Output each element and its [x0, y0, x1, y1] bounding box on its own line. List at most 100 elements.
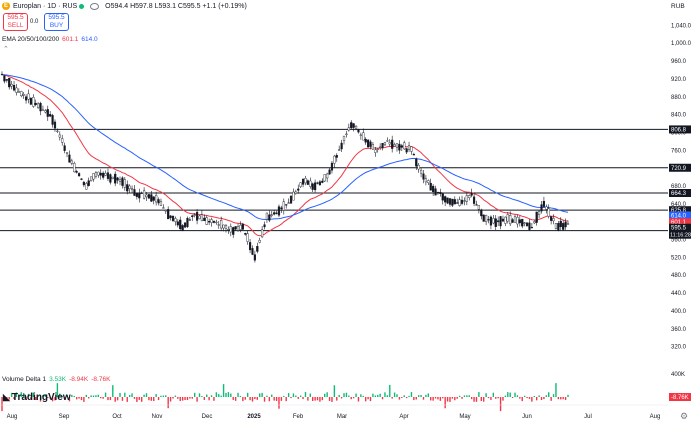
candle-body	[393, 144, 396, 147]
candle-body	[501, 218, 505, 222]
sell-button[interactable]: 595.5 SELL	[3, 13, 28, 31]
candle-body	[342, 135, 346, 141]
volume-bar	[155, 394, 157, 397]
symbol-title[interactable]: Europlan · 1D · RUS	[13, 2, 78, 10]
price-tag-label: 614.0	[671, 213, 687, 219]
volume-bar	[490, 397, 492, 400]
candle-body	[116, 177, 119, 181]
candle-body	[186, 218, 189, 227]
volume-bar	[128, 395, 131, 397]
eye-icon[interactable]	[90, 2, 100, 10]
volume-bar	[15, 392, 18, 397]
candle-body	[391, 139, 394, 149]
volume-bar	[169, 397, 172, 402]
candle-body	[159, 201, 163, 206]
candle-body	[419, 170, 423, 174]
candle-body	[208, 221, 211, 223]
volume-bar	[85, 394, 87, 397]
time-tick-label: Jul	[584, 414, 592, 420]
candle-body	[468, 195, 471, 198]
level-tag	[669, 206, 691, 215]
volume-bar	[251, 397, 254, 402]
volume-bar	[230, 393, 232, 397]
volume-bar	[100, 397, 102, 399]
currency-label[interactable]: RUB	[671, 3, 685, 10]
candle-body	[265, 212, 269, 220]
volume-bar	[410, 392, 413, 397]
volume-bar	[121, 397, 124, 401]
candle-body	[381, 143, 384, 148]
candle-body	[400, 145, 403, 148]
volume-bar	[343, 393, 345, 397]
volume-bar	[153, 397, 155, 402]
candle-body	[8, 77, 11, 88]
candle-body	[20, 91, 23, 97]
candle-body	[176, 221, 179, 226]
volume-bar	[340, 397, 343, 399]
tradingview-icon: ◣	[3, 392, 10, 402]
volume-bar	[1, 397, 3, 412]
volume-bar	[504, 395, 507, 397]
candle-body	[407, 145, 411, 150]
time-tick-label: Mar	[337, 414, 347, 420]
volume-bar	[179, 397, 181, 402]
volume-bar	[143, 394, 145, 397]
volume-bar	[268, 397, 271, 402]
candle-body	[82, 181, 85, 186]
volume-bar	[374, 395, 377, 397]
ema-fast-line	[1, 74, 569, 237]
volume-bar	[261, 392, 263, 397]
volume-bar	[372, 393, 374, 397]
countdown-label: 11:16:28	[670, 233, 691, 239]
volume-legend[interactable]: Volume Delta 1 3.53K -8.94K -8.76K	[2, 376, 110, 383]
candle-body	[73, 163, 76, 173]
candle-body	[448, 198, 452, 205]
candle-body	[566, 223, 570, 225]
candle-body	[220, 219, 223, 229]
volume-bar	[109, 397, 112, 401]
volume-bar	[304, 392, 307, 397]
volume-bar	[25, 397, 27, 400]
buy-button[interactable]: 595.5 BUY	[44, 13, 69, 31]
candle-body	[362, 132, 365, 141]
volume-bar	[384, 392, 386, 397]
volume-bar	[37, 395, 39, 397]
price-tick-label: 880.0	[671, 95, 687, 101]
candle-body	[17, 91, 20, 93]
volume-bar	[417, 395, 420, 397]
volume-bar	[206, 394, 208, 397]
ohlc-values: O594.4 H597.8 L593.1 C595.5 +1.1 (+0.19%…	[105, 2, 247, 10]
volume-bar	[42, 395, 44, 397]
volume-bar	[478, 392, 480, 397]
volume-bar	[427, 393, 430, 397]
candle-body	[345, 133, 348, 135]
volume-bar	[186, 397, 189, 401]
candle-body	[12, 85, 16, 91]
candle-body	[364, 138, 367, 143]
sell-label: SELL	[7, 22, 24, 29]
volume-bar	[295, 395, 297, 397]
volume-bar	[319, 397, 321, 402]
volume-bar	[104, 392, 107, 397]
time-tick-label: Aug	[650, 414, 661, 420]
candle-body	[304, 178, 307, 184]
volume-bar	[393, 392, 396, 397]
price-tick-label: 840.0	[671, 113, 687, 119]
candle-body	[309, 180, 312, 187]
volume-bar	[126, 397, 128, 402]
tradingview-logo[interactable]: ◣ TradingView	[3, 392, 71, 403]
collapse-chevron-icon[interactable]: ⌃	[3, 46, 9, 53]
volume-bar	[352, 397, 355, 399]
volume-bar	[324, 393, 326, 397]
candle-body	[210, 219, 213, 223]
gear-icon[interactable]: ⚙	[680, 411, 689, 421]
volume-bar	[331, 397, 333, 402]
candle-body	[263, 224, 266, 228]
ema-legend[interactable]: EMA 20/50/100/200 601.1 614.0	[2, 36, 98, 43]
volume-bar	[119, 392, 121, 397]
candle-body	[424, 178, 427, 183]
volume-bar	[133, 397, 136, 399]
candle-body	[212, 220, 216, 223]
volume-bar	[381, 397, 384, 400]
